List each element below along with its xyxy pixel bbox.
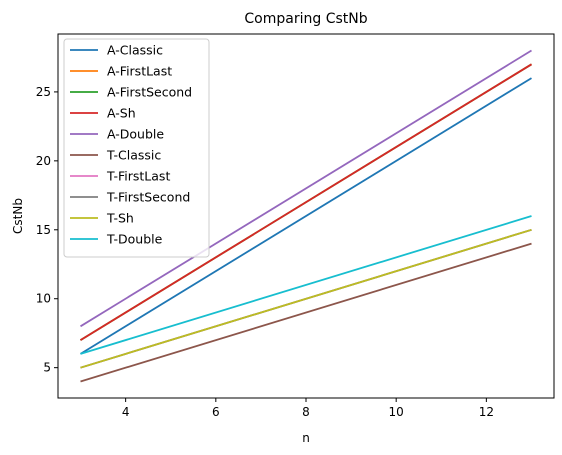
x-axis-ticks: 4 6 8 10 12 — [122, 398, 494, 419]
y-tick-label: 25 — [36, 85, 51, 99]
series-lines — [80, 49, 532, 383]
legend-item: T-Classic — [70, 148, 161, 163]
legend-label: A-Double — [107, 127, 164, 142]
x-tick-label: 4 — [122, 405, 130, 419]
series-line-a-classic — [80, 77, 532, 355]
legend-box — [63, 38, 210, 258]
legend-label: T-Sh — [106, 211, 134, 226]
legend-item: A-FirstLast — [70, 64, 172, 79]
legend-label: T-FirstSecond — [106, 190, 190, 205]
legend-item: A-Double — [70, 127, 164, 142]
legend-label: T-Double — [106, 232, 163, 247]
legend-item: T-Sh — [70, 211, 134, 226]
y-tick-label: 15 — [36, 223, 51, 237]
x-tick-label: 6 — [212, 405, 220, 419]
series-line-t-classic — [80, 242, 532, 383]
legend-item: T-FirstLast — [70, 169, 170, 184]
x-tick-label: 12 — [479, 405, 494, 419]
y-axis-label: CstNb — [11, 198, 25, 234]
y-tick-label: 10 — [36, 292, 51, 306]
legend-item: T-Double — [70, 232, 163, 247]
x-tick-label: 8 — [302, 405, 310, 419]
legend-label: A-Classic — [107, 43, 163, 58]
series-line-t-double — [80, 215, 532, 355]
legend-item: A-Classic — [70, 43, 163, 58]
legend-label: A-Sh — [107, 106, 136, 121]
plot-area: 4 6 8 10 12 5 10 15 20 25 — [36, 33, 555, 419]
series-line-t-sh — [80, 228, 532, 369]
series-line-a-sh — [80, 63, 532, 341]
series-line-a-double — [80, 49, 532, 328]
legend-label: A-FirstLast — [107, 64, 172, 79]
legend-label: T-FirstLast — [106, 169, 170, 184]
legend-label: A-FirstSecond — [107, 85, 192, 100]
legend-item: T-FirstSecond — [70, 190, 190, 205]
y-tick-label: 20 — [36, 154, 51, 168]
legend-item: A-FirstSecond — [70, 85, 192, 100]
legend-item: A-Sh — [70, 106, 136, 121]
legend-label: T-Classic — [106, 148, 161, 163]
y-axis-ticks: 5 10 15 20 25 — [36, 85, 58, 375]
x-axis-label: n — [302, 431, 310, 445]
chart-title: Comparing CstNb — [244, 11, 367, 27]
x-tick-label: 10 — [389, 405, 404, 419]
y-tick-label: 5 — [43, 361, 51, 375]
legend: A-Classic A-FirstLast A-FirstSecond A-Sh A-D… — [63, 38, 210, 258]
